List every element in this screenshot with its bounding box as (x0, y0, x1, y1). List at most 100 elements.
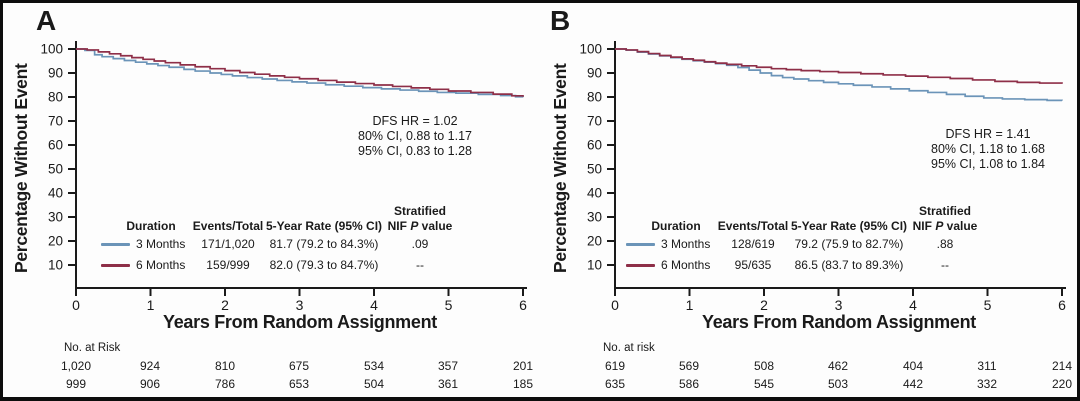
duration-cell: 6 Months (661, 258, 711, 272)
risk-count: 999 (65, 377, 87, 391)
series-swatch-6-months (101, 264, 130, 267)
rate-cell: 82.0 (79.3 to 84.7%) (269, 258, 379, 272)
risk-count: 185 (512, 377, 534, 391)
risk-count: 675 (288, 359, 310, 373)
risk-count: 545 (753, 377, 775, 391)
y-tick-label: 90 (587, 66, 602, 81)
risk-count: 504 (363, 377, 385, 391)
risk-count: 404 (902, 359, 924, 373)
series-swatch-6-months (626, 264, 655, 267)
risk-count: 332 (976, 377, 998, 391)
table-row: 6 Months 159/999 82.0 (79.3 to 84.7%) -- (3, 258, 543, 273)
hazard-ratio-annotation: DFS HR = 1.41 80% CI, 1.18 to 1.68 95% C… (873, 127, 1077, 172)
x-tick-label: 4 (370, 297, 378, 313)
risk-count: 214 (1051, 359, 1073, 373)
axes (607, 41, 1066, 296)
risk-row: 619 569 508 462 404 311 214 (542, 359, 1077, 374)
y-tick-label: 60 (587, 138, 602, 153)
rate-cell: 86.5 (83.7 to 89.3%) (794, 258, 904, 272)
duration-header: Duration (651, 219, 701, 233)
x-axis-title: Years From Random Assignment (162, 312, 437, 332)
survival-curve-3-months (76, 48, 524, 98)
table-header-row: Duration Events/Total 5-Year Rate (95% C… (528, 219, 1068, 234)
risk-count: 462 (827, 359, 849, 373)
nif-label: NIF (387, 219, 407, 233)
series-swatch-3-months (626, 243, 655, 246)
events-total-header: Events/Total (717, 219, 789, 233)
risk-count: 810 (214, 359, 236, 373)
y-tick-label: 80 (48, 90, 63, 105)
risk-count: 1,020 (60, 359, 92, 373)
panel-b-label: B (550, 5, 571, 36)
table-header-row: Stratified (3, 204, 543, 219)
x-tick-label: 1 (686, 297, 694, 313)
x-tick-label: 5 (984, 297, 992, 313)
annotation-line: DFS HR = 1.41 (945, 127, 1031, 141)
y-tick-label: 50 (587, 162, 602, 177)
risk-count: 357 (437, 359, 459, 373)
stratified-header: Stratified (918, 204, 971, 218)
y-tick-label: 40 (587, 186, 602, 201)
risk-count: 201 (512, 359, 534, 373)
y-tick-label: 20 (587, 234, 602, 249)
survival-curve-6-months (76, 48, 524, 97)
risk-row: 999 906 786 653 504 361 185 (3, 377, 543, 392)
risk-count: 534 (363, 359, 385, 373)
x-tick-label: 4 (909, 297, 917, 313)
risk-count: 220 (1051, 377, 1073, 391)
p-italic: P (410, 219, 419, 233)
risk-count: 361 (437, 377, 459, 391)
risk-count: 619 (604, 359, 626, 373)
panel-a-label: A (36, 5, 57, 36)
annotation-line: 95% CI, 1.08 to 1.84 (931, 157, 1045, 171)
panel-a: A Percentage Without Event 100 90 80 70 60 50… (3, 3, 543, 397)
table-header-row: Stratified (528, 204, 1068, 219)
y-tick-label: 40 (48, 186, 63, 201)
y-tick-label: 70 (587, 114, 602, 129)
x-tick-label: 0 (72, 297, 80, 313)
rate-header: 5-Year Rate (95% CI) (265, 219, 383, 233)
p-value-cell: .88 (936, 237, 954, 251)
x-tick-label: 2 (760, 297, 768, 313)
annotation-line: 80% CI, 1.18 to 1.68 (931, 142, 1045, 156)
y-tick-label: 60 (48, 138, 63, 153)
events-total-header: Events/Total (192, 219, 264, 233)
risk-count: 786 (214, 377, 236, 391)
nif-p-value-header: NIF P value (365, 219, 475, 233)
risk-count: 503 (827, 377, 849, 391)
x-tick-label: 3 (835, 297, 843, 313)
rate-cell: 81.7 (79.2 to 84.3%) (269, 237, 379, 251)
x-tick-label: 0 (611, 297, 619, 313)
annotation-line: 80% CI, 0.88 to 1.17 (358, 129, 472, 143)
stratified-header: Stratified (393, 204, 446, 218)
p-value-cell: .09 (411, 237, 429, 251)
table-header-row: Duration Events/Total 5-Year Rate (95% C… (3, 219, 543, 234)
table-row: 3 Months 171/1,020 81.7 (79.2 to 84.3%) … (3, 237, 543, 252)
rate-header: 5-Year Rate (95% CI) (790, 219, 908, 233)
risk-row: 635 586 545 503 442 332 220 (542, 377, 1077, 392)
y-tick-label: 10 (48, 258, 63, 273)
hazard-ratio-annotation: DFS HR = 1.02 80% CI, 0.88 to 1.17 95% C… (300, 114, 530, 159)
duration-cell: 6 Months (136, 258, 186, 272)
x-tick-label: 2 (221, 297, 229, 313)
risk-count: 508 (753, 359, 775, 373)
nif-label: NIF (912, 219, 932, 233)
annotation-line: 95% CI, 0.83 to 1.28 (358, 144, 472, 158)
x-tick-label: 6 (519, 297, 527, 313)
x-tick-label: 1 (147, 297, 155, 313)
y-tick-label: 30 (587, 210, 602, 225)
p-italic: P (935, 219, 944, 233)
x-tick-label: 5 (445, 297, 453, 313)
summary-table: Stratified Duration Events/Total 5-Year … (3, 204, 543, 284)
risk-count: 924 (139, 359, 161, 373)
risk-count: 653 (288, 377, 310, 391)
p-value-cell: -- (416, 258, 424, 272)
series-swatch-3-months (101, 243, 130, 246)
annotation-line: DFS HR = 1.02 (372, 114, 458, 128)
y-tick-label: 20 (48, 234, 63, 249)
events-total-cell: 95/635 (734, 258, 772, 272)
x-tick-label: 6 (1058, 297, 1066, 313)
duration-cell: 3 Months (661, 237, 711, 251)
